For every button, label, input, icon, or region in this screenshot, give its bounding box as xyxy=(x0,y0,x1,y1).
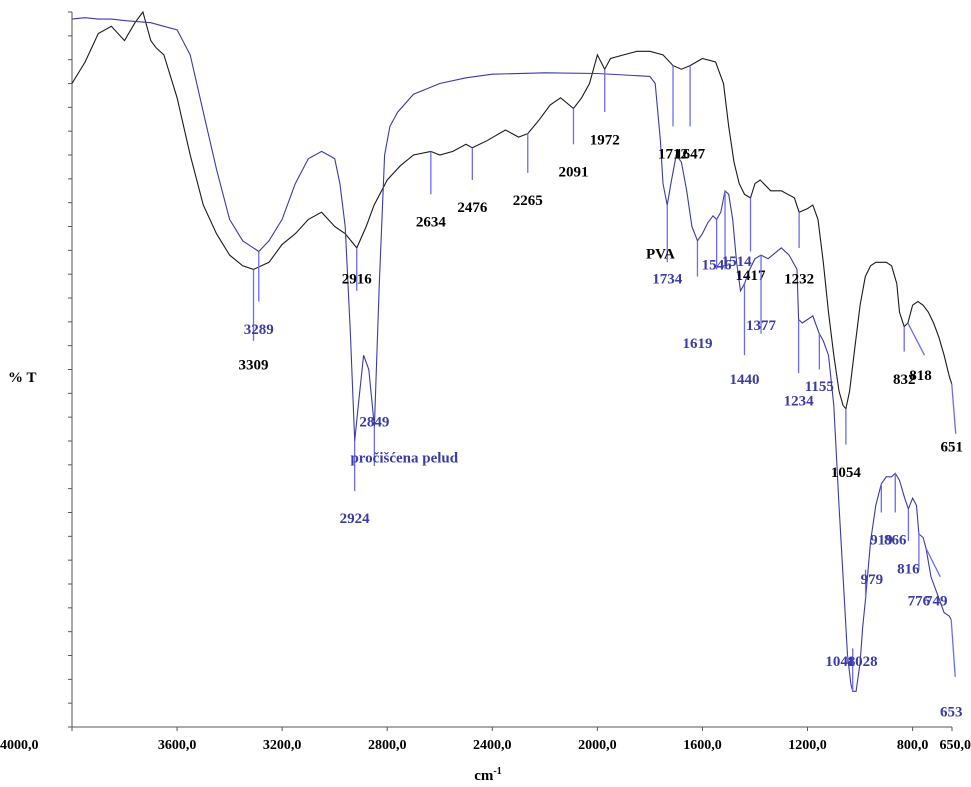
series-name-label: pročišćena pelud xyxy=(350,450,458,466)
x-tick-label: 2400,0 xyxy=(473,738,512,753)
peak-label: 3289 xyxy=(244,322,274,338)
peak-label: 866 xyxy=(884,533,907,549)
y-axis-label: % T xyxy=(8,370,36,386)
peak-label: 1054 xyxy=(831,465,862,481)
peak-label: 1972 xyxy=(590,132,620,148)
peak-label: 1234 xyxy=(784,393,815,409)
peak-label: 979 xyxy=(861,572,884,588)
peak-label: 832 xyxy=(893,372,916,388)
peak-label: 2265 xyxy=(513,193,543,209)
peak-label: 1647 xyxy=(675,147,706,163)
peak-marker xyxy=(925,547,941,578)
peak-label: 2476 xyxy=(457,200,488,216)
peak-label: 1048 xyxy=(825,654,855,670)
x-tick-label: 650,0 xyxy=(940,738,971,753)
peak-label: 1734 xyxy=(652,272,683,288)
x-axis-label: cm-1 xyxy=(474,766,502,784)
x-tick-label: 2000,0 xyxy=(578,738,617,753)
peak-label: 651 xyxy=(940,440,963,456)
peak-label: 1232 xyxy=(784,272,814,288)
peak-label: 1377 xyxy=(746,318,777,334)
series-line-1 xyxy=(71,17,952,692)
x-tick-label: 3200,0 xyxy=(263,738,302,753)
peak-label: 3309 xyxy=(239,358,269,374)
peak-label: 2091 xyxy=(558,164,588,180)
peak-label: 2849 xyxy=(359,415,389,431)
series-name-label: PVA xyxy=(646,247,675,263)
peak-label: 653 xyxy=(940,704,963,720)
x-axis-unit-superscript: -1 xyxy=(493,766,501,777)
peak-label: 776 xyxy=(908,593,931,609)
x-tick-label: 1200,0 xyxy=(788,738,827,753)
peak-label: 919 xyxy=(870,533,893,549)
series-labels: PVA pročišćena pelud xyxy=(350,247,675,467)
peak-label: 2634 xyxy=(416,215,447,231)
peak-label: 818 xyxy=(909,368,932,384)
peak-marker xyxy=(951,383,957,434)
peak-label: 1440 xyxy=(729,372,759,388)
peak-label: 2916 xyxy=(342,272,373,288)
peak-label: 749 xyxy=(925,593,948,609)
x-axis-unit: cm xyxy=(474,768,494,784)
peak-marker xyxy=(907,322,926,356)
x-tick-label: 4000,0 xyxy=(0,738,39,753)
peak-label: 1619 xyxy=(682,336,712,352)
peak-label: 1028 xyxy=(848,654,878,670)
peak-marker xyxy=(950,619,956,677)
peak-label: 1712 xyxy=(658,147,688,163)
x-tick-label: 1600,0 xyxy=(683,738,722,753)
chart-axes: 4000,0 3600,0 3200,0 2800,0 2400,0 2000,0 1600… xyxy=(0,11,971,753)
peak-label: 816 xyxy=(897,561,920,577)
peak-label: 1155 xyxy=(805,379,834,395)
x-tick-label: 3600,0 xyxy=(158,738,197,753)
peak-label: 2924 xyxy=(340,511,371,527)
x-tick-label: 2800,0 xyxy=(368,738,407,753)
x-tick-label: 800,0 xyxy=(897,738,929,753)
peak-label: 1514 xyxy=(722,254,753,270)
peak-label: 1417 xyxy=(736,268,767,284)
